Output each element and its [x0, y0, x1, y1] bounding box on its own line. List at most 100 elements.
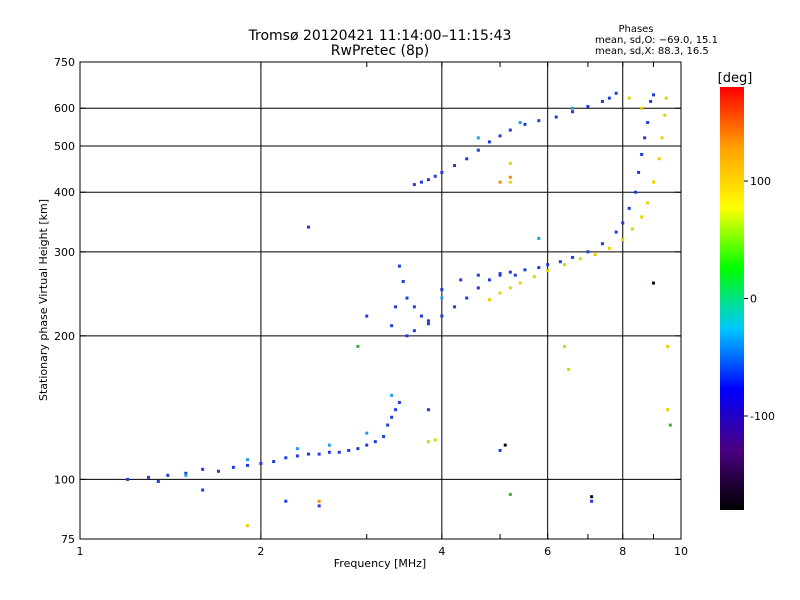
data-point — [156, 479, 160, 483]
data-point — [498, 180, 502, 184]
data-point — [390, 324, 394, 328]
data-point — [476, 136, 480, 140]
x-tick-label: 4 — [438, 545, 445, 558]
data-point — [578, 257, 582, 261]
data-point — [126, 477, 130, 481]
x-tick-label: 8 — [619, 545, 626, 558]
data-point — [663, 113, 667, 117]
data-point — [317, 499, 321, 503]
data-point — [498, 272, 502, 276]
data-point — [508, 128, 512, 132]
data-points — [126, 91, 672, 528]
y-tick-label: 750 — [54, 56, 75, 69]
data-point — [651, 281, 655, 285]
data-point — [390, 393, 394, 397]
data-point — [630, 227, 634, 231]
data-point — [487, 278, 491, 282]
data-point — [664, 96, 668, 100]
data-point — [666, 344, 670, 348]
data-point — [508, 286, 512, 290]
data-point — [518, 281, 522, 285]
data-point — [487, 140, 491, 144]
data-point — [356, 447, 360, 451]
data-point — [440, 314, 444, 318]
data-point — [651, 93, 655, 97]
data-point — [590, 499, 594, 503]
data-point — [401, 279, 405, 283]
y-tick-label: 200 — [54, 330, 75, 343]
data-point — [184, 473, 188, 477]
data-point — [440, 288, 444, 292]
data-point — [498, 134, 502, 138]
data-point — [317, 504, 321, 508]
data-point — [513, 273, 517, 277]
data-point — [476, 286, 480, 290]
data-point — [518, 121, 522, 125]
data-point — [649, 99, 653, 103]
data-point — [558, 260, 562, 264]
colorbar-label: [deg] — [718, 71, 753, 86]
data-point — [426, 178, 430, 182]
data-point — [508, 270, 512, 274]
data-point — [621, 221, 625, 225]
data-point — [600, 242, 604, 246]
data-point — [201, 467, 205, 471]
data-point — [295, 447, 299, 451]
chart-title: Tromsø 20120421 11:14:00–11:15:43 — [248, 28, 512, 44]
data-point — [640, 152, 644, 156]
data-point — [412, 183, 416, 187]
data-point — [307, 225, 311, 229]
data-point — [537, 266, 541, 270]
x-tick-label: 2 — [257, 545, 264, 558]
data-point — [498, 448, 502, 452]
data-point — [646, 201, 650, 205]
data-point — [405, 334, 409, 338]
colorbar-ticks: 100 0 -100 — [744, 175, 775, 423]
data-point — [356, 344, 360, 348]
data-point — [337, 450, 341, 454]
data-point — [184, 471, 188, 475]
data-point — [295, 454, 299, 458]
data-point — [668, 423, 672, 427]
data-point — [419, 314, 423, 318]
data-point — [593, 253, 597, 257]
data-point — [503, 443, 507, 447]
data-point — [554, 115, 558, 119]
data-point — [476, 273, 480, 277]
data-point — [394, 305, 398, 309]
x-tick-label: 10 — [674, 545, 688, 558]
data-point — [146, 475, 150, 479]
stats-x-mode: mean, sd,X: 88.3, 16.5 — [595, 46, 709, 57]
plot-area — [79, 61, 682, 540]
data-point — [390, 415, 394, 419]
data-point — [537, 119, 541, 123]
data-point — [426, 322, 430, 326]
data-point — [508, 492, 512, 496]
data-point — [166, 473, 170, 477]
data-point — [246, 463, 250, 467]
data-point — [284, 499, 288, 503]
data-point — [412, 305, 416, 309]
data-point — [412, 329, 416, 333]
data-point — [433, 174, 437, 178]
y-tick-label: 500 — [54, 140, 75, 153]
data-point — [614, 230, 618, 234]
data-point — [532, 275, 536, 279]
data-point — [440, 170, 444, 174]
data-point — [397, 264, 401, 268]
data-point — [498, 273, 502, 277]
data-point — [317, 452, 321, 456]
data-point — [476, 148, 480, 152]
data-point — [498, 291, 502, 295]
data-point — [246, 458, 250, 462]
data-point — [426, 440, 430, 444]
data-point — [666, 408, 670, 412]
colorbar-tick-label: 0 — [750, 293, 757, 306]
data-point — [453, 305, 457, 309]
data-point — [646, 121, 650, 125]
data-point — [508, 161, 512, 165]
data-point — [586, 105, 590, 109]
data-point — [571, 106, 575, 110]
data-point — [365, 431, 369, 435]
